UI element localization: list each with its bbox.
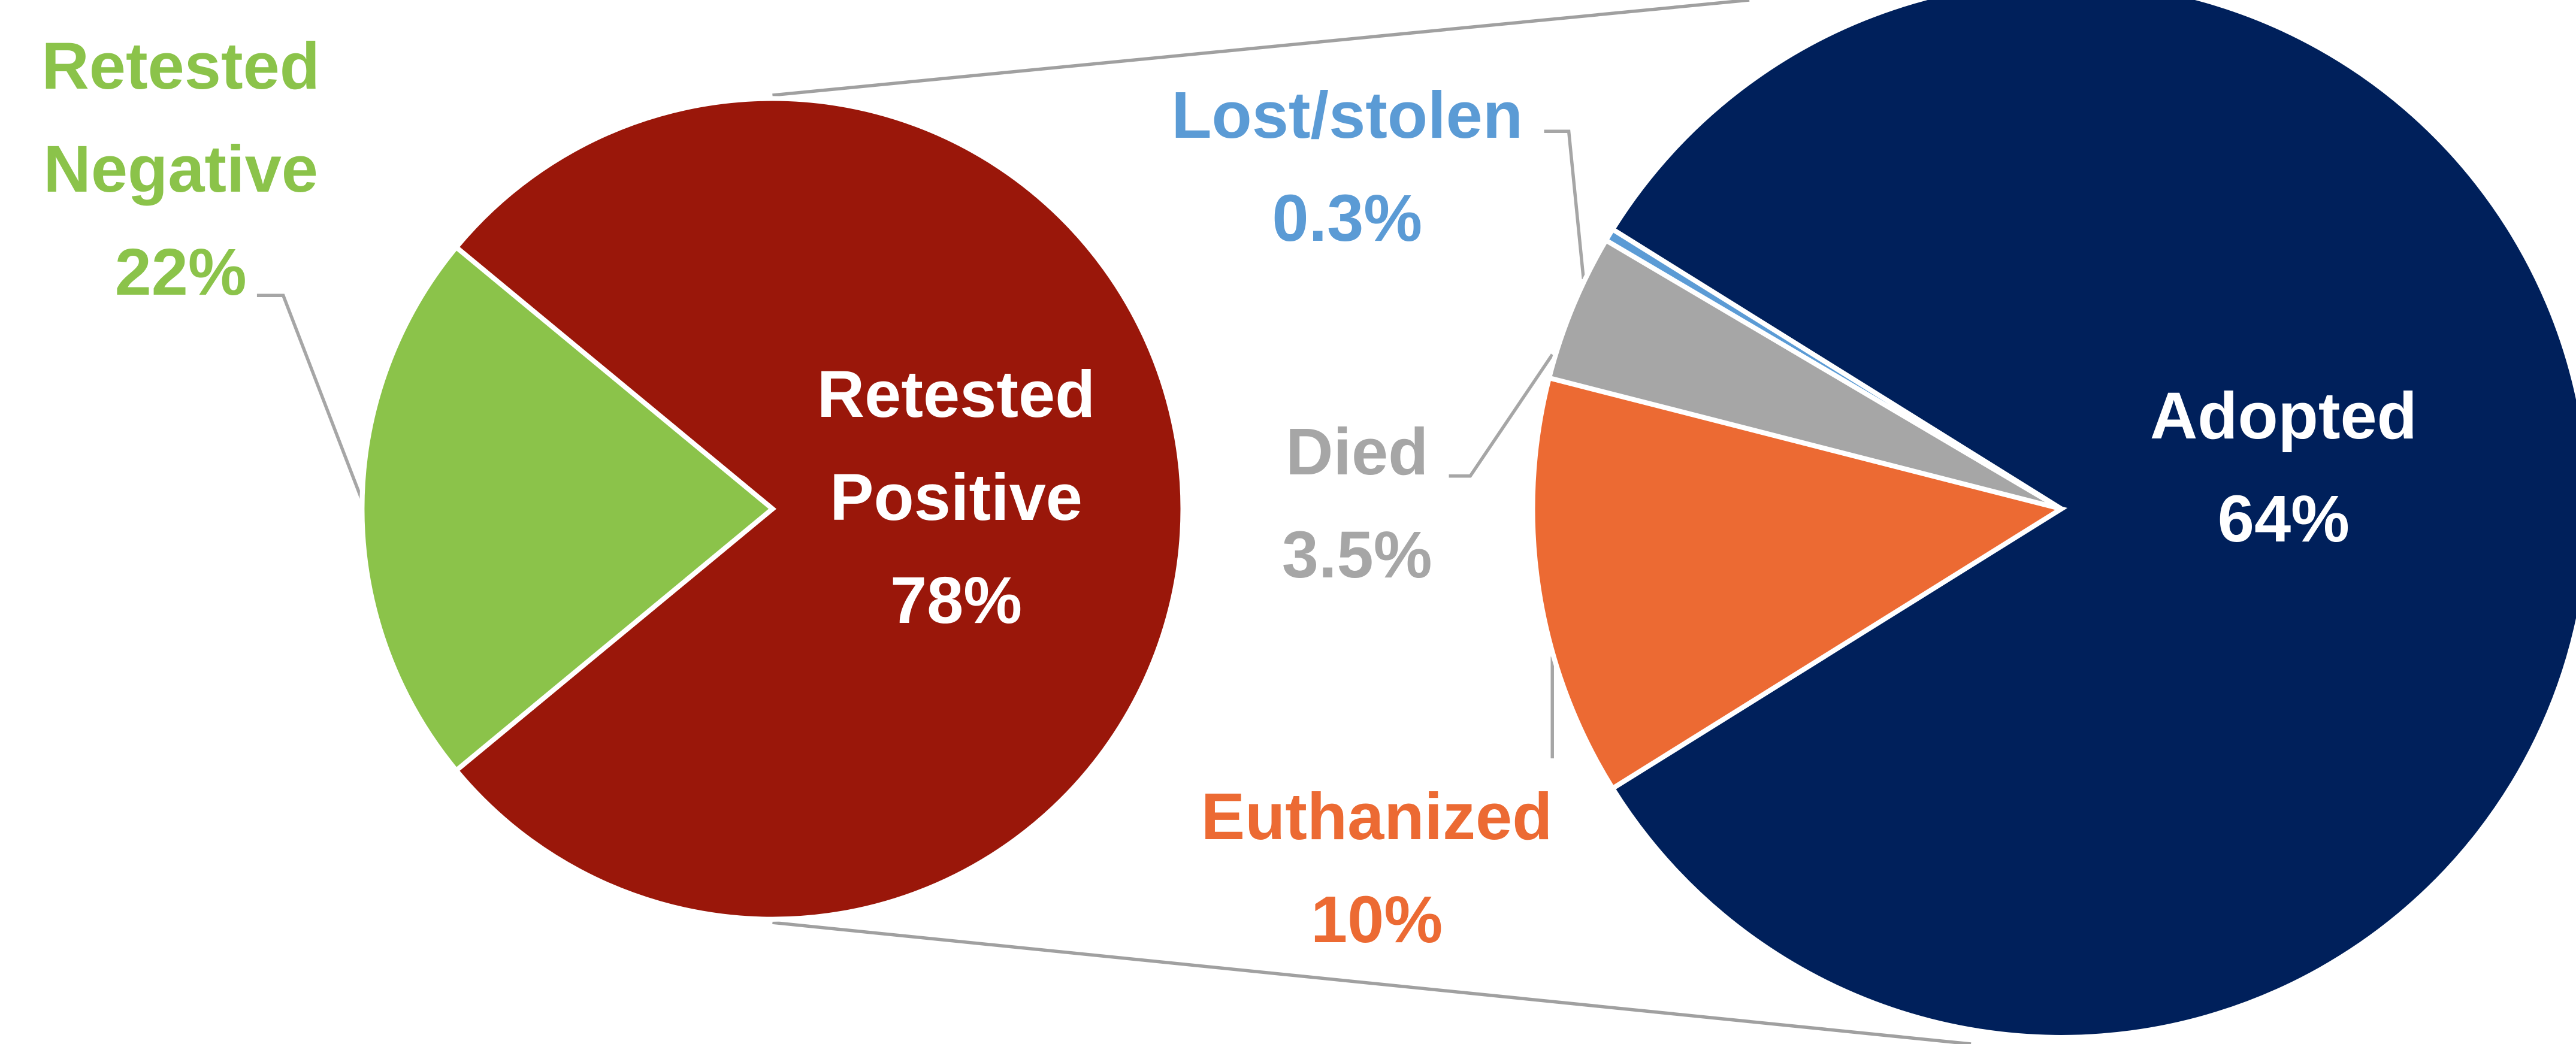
slice-label: Lost/stolen 0.3% <box>1100 64 1594 270</box>
pie-slice <box>452 96 1186 922</box>
category-label: Adopted <box>2149 379 2417 453</box>
slice-label: Euthanized 10% <box>1130 765 1623 972</box>
leader-line <box>256 293 367 510</box>
value-label: 0.3% <box>1272 181 1423 255</box>
category-label: Euthanized <box>1201 779 1553 854</box>
category-label: Retested Negative <box>41 29 320 206</box>
slice-label: Died 3.5% <box>1193 401 1521 607</box>
slice-label: Retested Positive 78% <box>759 343 1153 652</box>
value-label: 3.5% <box>1281 518 1432 592</box>
value-label: 64% <box>2217 482 2350 556</box>
category-label: Died <box>1285 415 1429 489</box>
pie-slice <box>359 244 776 774</box>
value-label: 22% <box>114 235 247 309</box>
leader-line <box>1544 129 1586 280</box>
pie-slice <box>1530 374 2068 792</box>
category-label: Lost/stolen <box>1171 78 1523 152</box>
connector-line <box>772 921 1972 1044</box>
value-label: 10% <box>1310 882 1443 957</box>
connector-line <box>772 0 1750 97</box>
slice-label: Adopted 64% <box>2070 365 2497 571</box>
value-label: 78% <box>890 564 1023 638</box>
slice-label: Retested Negative 22% <box>0 15 378 324</box>
category-label: Retested Positive <box>817 358 1096 535</box>
pie-slice <box>1546 237 2063 512</box>
pie-slice <box>1603 226 2063 512</box>
leader-line <box>1449 353 1554 478</box>
pie-slice <box>1609 0 2576 1040</box>
